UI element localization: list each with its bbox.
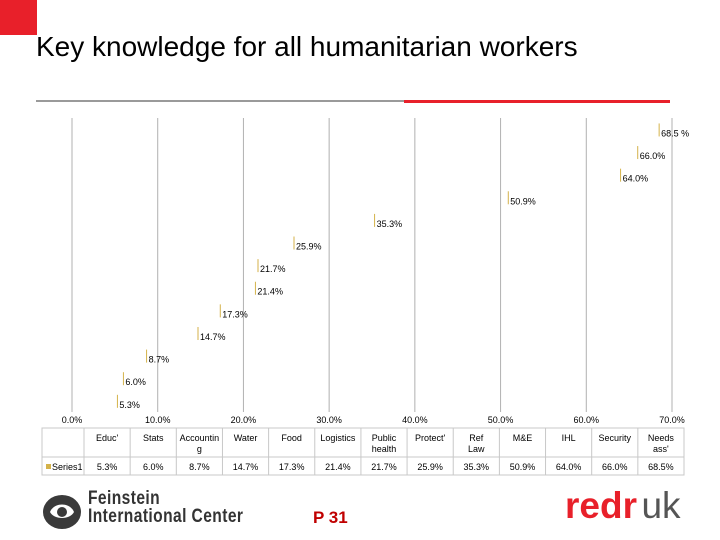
table-value: 6.0% [143,462,164,472]
table-category-label: ass' [653,444,669,454]
x-tick-label: 30.0% [316,415,342,425]
feinstein-logo: Feinstein International Center [40,488,243,537]
table-category-label: Law [468,444,485,454]
table-category-label: Protect' [415,433,446,443]
data-label: 50.9% [510,196,536,206]
table-value: 25.9% [417,462,443,472]
table-category-label: Stats [143,433,164,443]
data-label: 17.3% [222,309,248,319]
x-tick-label: 20.0% [231,415,257,425]
x-tick-label: 0.0% [62,415,83,425]
table-category-label: M&E [513,433,533,443]
x-tick-label: 50.0% [488,415,514,425]
table-value: 50.9% [510,462,536,472]
table-value: 21.4% [325,462,351,472]
redr-logo-red-text: redr [565,485,637,526]
table-category-label: Public [372,433,397,443]
table-value: 64.0% [556,462,582,472]
data-label: 14.7% [200,332,226,342]
page-number: P 31 [313,508,348,527]
table-category-label: Security [599,433,632,443]
x-tick-label: 70.0% [659,415,685,425]
table-value: 5.3% [97,462,118,472]
feinstein-logo-line1: Feinstein [88,488,161,509]
data-label: 21.7% [260,264,286,274]
data-label: 21.4% [257,287,283,297]
redr-uk-logo: redr uk [565,485,705,530]
corner-accent-square [0,0,37,35]
table-value: 17.3% [279,462,305,472]
data-label: 66.0% [640,151,666,161]
legend-series-label: Series1 [52,462,83,472]
table-category-label: Educ' [96,433,119,443]
table-category-label: Water [234,433,258,443]
slide-title: Key knowledge for all humanitarian worke… [36,31,578,62]
table-category-label: Needs [648,433,675,443]
table-category-label: Ref [469,433,484,443]
legend-swatch [46,464,51,469]
data-label: 25.9% [296,242,322,252]
data-label: 6.0% [125,377,146,387]
table-value: 35.3% [464,462,490,472]
table-category-label: health [372,444,397,454]
title-underline-grey [36,100,406,102]
table-value: 14.7% [233,462,259,472]
data-label: 35.3% [377,219,403,229]
feinstein-emblem-icon [43,495,81,529]
data-table-frame [41,427,685,476]
table-category-label: Accountin [180,433,220,443]
table-category-label: Logistics [320,433,356,443]
x-tick-label: 40.0% [402,415,428,425]
table-category-label: g [197,444,202,454]
table-value: 68.5% [648,462,674,472]
feinstein-logo-line2: International Center [88,506,244,527]
data-label: 8.7% [149,355,170,365]
redr-logo-grey-text: uk [641,485,681,526]
table-category-label: Food [281,433,302,443]
table-value: 21.7% [371,462,397,472]
table-value: 8.7% [189,462,210,472]
x-tick-label: 60.0% [574,415,600,425]
table-category-label: IHL [562,433,576,443]
table-value: 66.0% [602,462,628,472]
data-label: 68.5 % [661,128,689,138]
data-label: 5.3% [119,400,140,410]
data-label: 64.0% [623,174,649,184]
x-tick-label: 10.0% [145,415,171,425]
title-underline-red [404,100,670,103]
